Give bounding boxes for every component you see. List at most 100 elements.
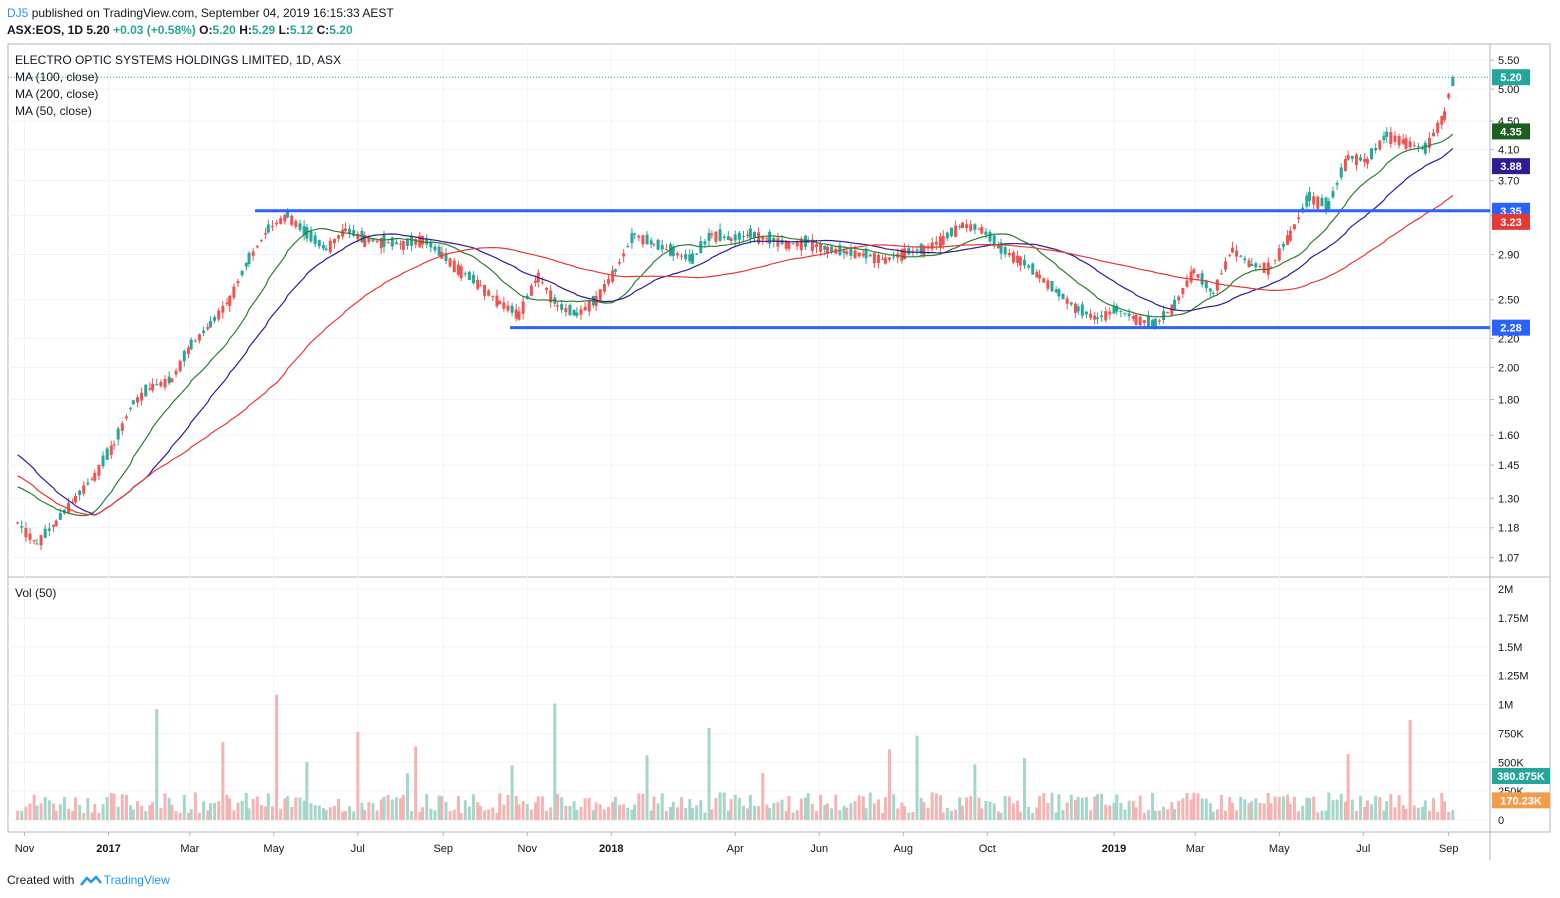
volume-bar xyxy=(124,795,128,820)
volume-bar xyxy=(54,810,58,820)
candle-body xyxy=(945,232,949,239)
candle-body xyxy=(1211,293,1215,295)
price-tick-label: 5.00 xyxy=(1498,84,1519,96)
footer-brand-link[interactable]: TradingView xyxy=(103,873,170,887)
candle-body xyxy=(1054,289,1058,293)
volume-bar xyxy=(540,796,544,820)
volume-bar xyxy=(1153,810,1157,820)
candle-body xyxy=(367,238,371,243)
volume-bar xyxy=(1157,810,1161,820)
candle-body xyxy=(286,211,290,218)
price-tick-label: 3.70 xyxy=(1498,176,1519,188)
volume-bar xyxy=(826,803,830,820)
volume-bar xyxy=(206,810,210,820)
volume-bar xyxy=(1320,810,1324,820)
price-axis-badge xyxy=(1492,69,1530,86)
volume-bar xyxy=(1382,810,1386,820)
volume-bar xyxy=(120,794,124,820)
volume-bar xyxy=(502,804,506,820)
candle-body xyxy=(437,246,441,256)
candle-body xyxy=(1181,287,1185,295)
time-tick-label: 2019 xyxy=(1102,843,1126,855)
candle-body xyxy=(1166,311,1170,314)
price-axis-badge-label: 2.28 xyxy=(1500,323,1521,335)
candle-body xyxy=(864,248,868,259)
volume-bar xyxy=(506,794,510,820)
volume-bar xyxy=(675,807,679,820)
candle-body xyxy=(907,248,911,255)
volume-bar xyxy=(768,807,772,820)
close-value: 5.20 xyxy=(329,23,353,37)
volume-bar xyxy=(343,811,347,820)
candle-body xyxy=(969,224,973,231)
candle-body xyxy=(849,247,853,256)
volume-bar xyxy=(1065,802,1069,820)
candle-body xyxy=(1115,305,1119,312)
volume-bar xyxy=(652,796,656,820)
volume-bar xyxy=(1385,801,1389,820)
volume-bar xyxy=(1363,806,1367,820)
volume-bar xyxy=(684,808,688,820)
volume-bar xyxy=(602,809,606,820)
volume-bar xyxy=(1031,812,1035,820)
candle-body xyxy=(429,242,433,248)
author-link[interactable]: DJ5 xyxy=(7,6,29,20)
candle-body xyxy=(93,472,97,481)
volume-bar xyxy=(741,805,745,820)
volume-bar xyxy=(371,803,375,820)
volume-bar xyxy=(1389,794,1393,820)
candle-body xyxy=(1230,247,1234,253)
candle-body xyxy=(1277,248,1281,261)
volume-bar xyxy=(753,805,757,820)
volume-bar xyxy=(780,799,784,820)
volume-bar xyxy=(1432,798,1436,820)
candle-body xyxy=(487,290,491,296)
candle-body xyxy=(206,326,210,330)
candle-body xyxy=(502,302,506,309)
volume-bar xyxy=(795,810,799,820)
candle-body xyxy=(1385,131,1389,137)
candle-body xyxy=(1423,142,1427,154)
candle-body xyxy=(787,241,791,249)
candle-body xyxy=(35,543,39,545)
candle-body xyxy=(776,238,780,247)
candle-body xyxy=(1076,306,1080,312)
volume-bar xyxy=(1440,792,1444,820)
candle-body xyxy=(919,243,923,254)
volume-bar xyxy=(1127,800,1131,820)
volume-axis-badge-label: 380.875K xyxy=(1497,771,1545,783)
candle-body xyxy=(892,256,896,258)
volume-tick-label: 1.75M xyxy=(1498,613,1529,625)
candle-body xyxy=(151,383,155,391)
volume-bar xyxy=(787,795,791,820)
candle-body xyxy=(900,249,904,261)
volume-bar xyxy=(178,812,182,820)
publish-line: DJ5 published on TradingView.com, Septem… xyxy=(7,6,394,20)
candle-body xyxy=(572,310,576,316)
time-tick-label: Jul xyxy=(351,843,365,855)
candle-body xyxy=(1151,320,1155,327)
volume-bar xyxy=(73,797,77,820)
volume-bar xyxy=(186,812,190,820)
candle-body xyxy=(1370,148,1374,160)
candle-body xyxy=(324,248,328,250)
volume-bar xyxy=(1016,800,1020,820)
volume-bar xyxy=(433,810,437,820)
volume-bar xyxy=(776,802,780,820)
volume-bar xyxy=(842,805,846,820)
candle-body xyxy=(1374,147,1378,151)
price-tick-label: 4.10 xyxy=(1498,144,1519,156)
volume-bar xyxy=(1069,794,1073,820)
volume-bar xyxy=(1208,803,1212,820)
volume-bar xyxy=(1042,793,1046,820)
candle-body xyxy=(1007,253,1011,256)
volume-bar xyxy=(375,810,379,820)
legend-ma50: MA (50, close) xyxy=(15,104,92,118)
volume-bar xyxy=(51,803,55,820)
volume-bar xyxy=(1073,799,1077,820)
volume-bar xyxy=(838,810,842,820)
candle-body xyxy=(1173,299,1177,310)
volume-bar xyxy=(228,798,232,820)
volume-bar xyxy=(517,804,521,820)
